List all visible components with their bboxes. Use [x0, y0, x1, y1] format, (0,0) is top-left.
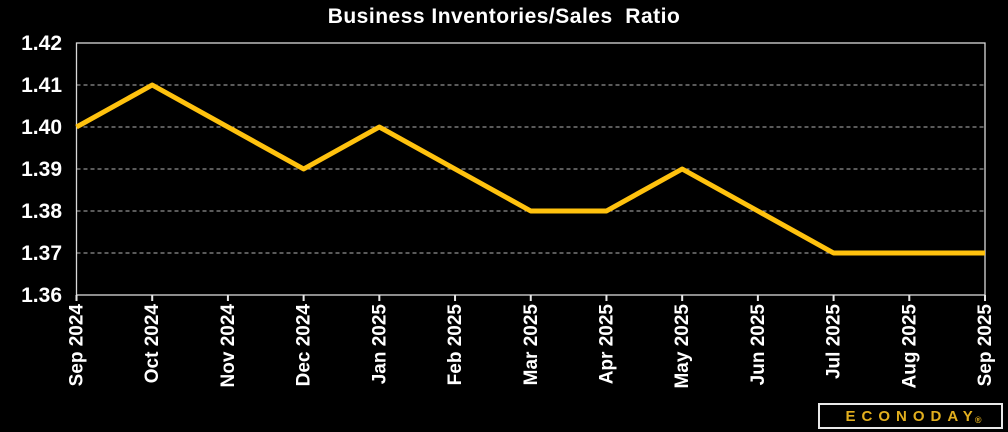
x-axis-label: Feb 2025: [445, 304, 466, 386]
econoday-logo-text: ECONODAY: [845, 407, 979, 425]
y-axis-label: 1.37: [21, 242, 62, 265]
x-axis-label: Apr 2025: [596, 304, 617, 385]
y-axis-label: 1.42: [21, 32, 62, 55]
x-axis-label: Mar 2025: [521, 304, 542, 386]
x-axis-label: Jun 2025: [748, 304, 769, 386]
x-axis-label: May 2025: [672, 304, 693, 389]
x-axis-label: Sep 2024: [67, 304, 88, 387]
y-axis-label: 1.41: [21, 74, 62, 97]
x-axis-label: Jul 2025: [824, 304, 845, 379]
x-axis-label: Dec 2024: [294, 304, 315, 387]
y-axis-label: 1.39: [21, 158, 62, 181]
y-axis-label: 1.36: [21, 284, 62, 307]
ratio-line: [75, 82, 985, 256]
y-axis-label: 1.40: [21, 116, 62, 139]
x-axis-label: Nov 2024: [218, 304, 239, 388]
econoday-logo: ECONODAY ®: [818, 403, 1003, 429]
chart-title: Business Inventories/Sales Ratio: [327, 5, 681, 28]
x-axis-label: Sep 2025: [975, 304, 996, 387]
x-axis-label: Oct 2024: [142, 304, 163, 384]
y-axis-label: 1.38: [21, 200, 62, 223]
registered-trademark-icon: ®: [974, 415, 982, 425]
x-axis-label: Jan 2025: [369, 304, 390, 385]
x-axis-label: Aug 2025: [899, 304, 920, 389]
